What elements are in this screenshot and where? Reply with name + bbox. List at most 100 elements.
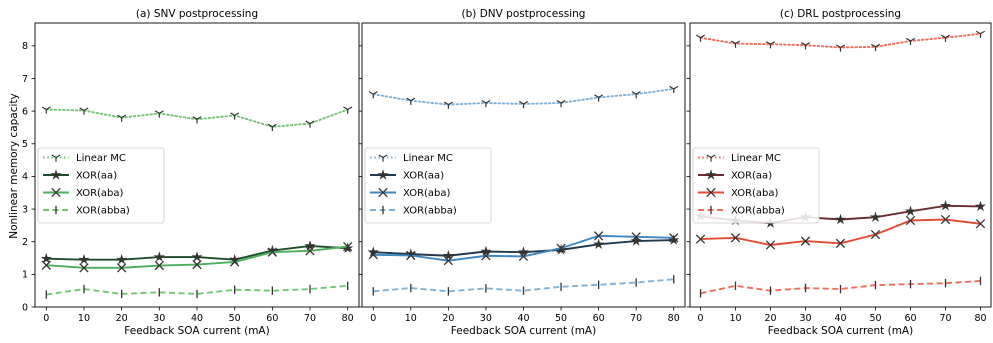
data-point — [765, 240, 776, 250]
legend-frame — [364, 147, 492, 224]
y-tick-label: 1 — [22, 270, 28, 281]
data-point — [594, 94, 604, 102]
data-point — [78, 253, 90, 265]
data-point — [940, 214, 951, 225]
y-axis-label: Nonlinear memory capacity — [8, 93, 20, 239]
data-point — [869, 211, 882, 222]
data-point — [117, 114, 127, 122]
data-point — [154, 110, 164, 118]
data-point — [905, 37, 916, 46]
x-tick-label: 60 — [266, 313, 278, 324]
x-tick-label: 0 — [43, 313, 49, 324]
x-tick-label: 70 — [304, 313, 316, 324]
data-point — [556, 99, 566, 108]
legend-marker — [706, 187, 716, 198]
data-point — [800, 236, 811, 246]
data-point — [267, 123, 277, 132]
data-point — [192, 116, 202, 124]
data-point — [975, 30, 986, 38]
data-point — [518, 251, 529, 262]
x-tick-label: 30 — [799, 313, 811, 324]
x-axis-label: Feedback SOA current (mA) — [124, 325, 269, 337]
x-tick-label: 20 — [442, 313, 454, 324]
legend-label: XOR(aa) — [731, 171, 772, 182]
y-tick-label: 0 — [22, 302, 28, 313]
data-point — [153, 251, 165, 262]
y-tick-label: 6 — [22, 106, 28, 117]
data-point — [305, 246, 315, 256]
data-point — [631, 232, 641, 242]
x-tick-label: 10 — [729, 313, 741, 324]
data-point — [481, 251, 491, 261]
x-tick-label: 80 — [974, 313, 986, 324]
series-line — [45, 108, 349, 128]
x-tick-label: 50 — [869, 313, 881, 324]
data-point — [556, 243, 566, 253]
data-point — [191, 251, 203, 262]
y-tick-label: 7 — [22, 74, 28, 85]
data-point — [730, 40, 741, 48]
legend-marker — [50, 169, 62, 180]
x-axis-label: Feedback SOA current (mA) — [451, 325, 596, 337]
series-xor-abba — [372, 275, 675, 296]
x-tick-label: 0 — [370, 313, 376, 324]
legend-frame — [37, 147, 165, 224]
legend-marker — [378, 154, 388, 162]
x-tick-label: 10 — [78, 313, 90, 324]
data-point — [730, 233, 741, 243]
series-xor-aba — [368, 231, 679, 266]
legend-frame — [692, 147, 820, 224]
data-point — [695, 234, 706, 244]
data-point — [304, 240, 316, 251]
data-point — [443, 255, 454, 266]
x-tick-label: 70 — [939, 313, 951, 324]
data-point — [343, 241, 353, 252]
data-point — [870, 229, 881, 240]
data-point — [79, 263, 89, 273]
data-point — [481, 99, 491, 108]
x-tick-label: 80 — [342, 313, 354, 324]
legend-label: Linear MC — [731, 153, 781, 164]
legend-label: Linear MC — [76, 153, 126, 164]
data-point — [834, 213, 847, 225]
series-line — [700, 279, 981, 295]
data-point — [368, 250, 378, 260]
series-xor-aa — [40, 240, 354, 265]
series-line — [46, 284, 348, 296]
legend-label: Linear MC — [403, 153, 453, 164]
legend-label: XOR(abba) — [403, 206, 457, 217]
legend-marker — [378, 187, 388, 198]
legend-marker — [51, 154, 61, 162]
y-tick-label: 2 — [22, 237, 28, 248]
x-tick-label: 80 — [668, 313, 680, 324]
legend-label: XOR(abba) — [76, 206, 130, 217]
data-point — [669, 85, 679, 94]
series-line — [699, 32, 982, 49]
legend-label: XOR(aa) — [403, 171, 444, 182]
data-point — [154, 260, 164, 271]
data-point — [939, 199, 952, 211]
data-point — [668, 234, 680, 245]
data-point — [406, 97, 416, 105]
x-tick-label: 0 — [697, 313, 703, 324]
panel-1: (a) SNV postprocessing 0 10 20 30 40 50 60 70 80 0… — [22, 8, 360, 337]
data-point — [669, 233, 679, 243]
data-point — [192, 259, 202, 270]
legend-marker — [377, 169, 389, 180]
panel-title: (b) DNV postprocessing — [462, 8, 586, 20]
series-linear-mc — [695, 30, 986, 52]
data-point — [267, 247, 278, 257]
data-point — [800, 42, 811, 50]
series-linear-mc — [368, 85, 679, 109]
x-tick-label: 40 — [191, 313, 203, 324]
legend-label: XOR(aa) — [76, 171, 117, 182]
data-point — [974, 200, 987, 212]
data-point — [305, 120, 315, 128]
legend-label: XOR(aba) — [403, 188, 451, 199]
series-linear-mc — [41, 106, 353, 132]
legend-label: XOR(abba) — [731, 206, 785, 217]
x-tick-label: 70 — [630, 313, 642, 324]
legend-label: XOR(aba) — [731, 188, 779, 199]
x-tick-label: 40 — [517, 313, 529, 324]
